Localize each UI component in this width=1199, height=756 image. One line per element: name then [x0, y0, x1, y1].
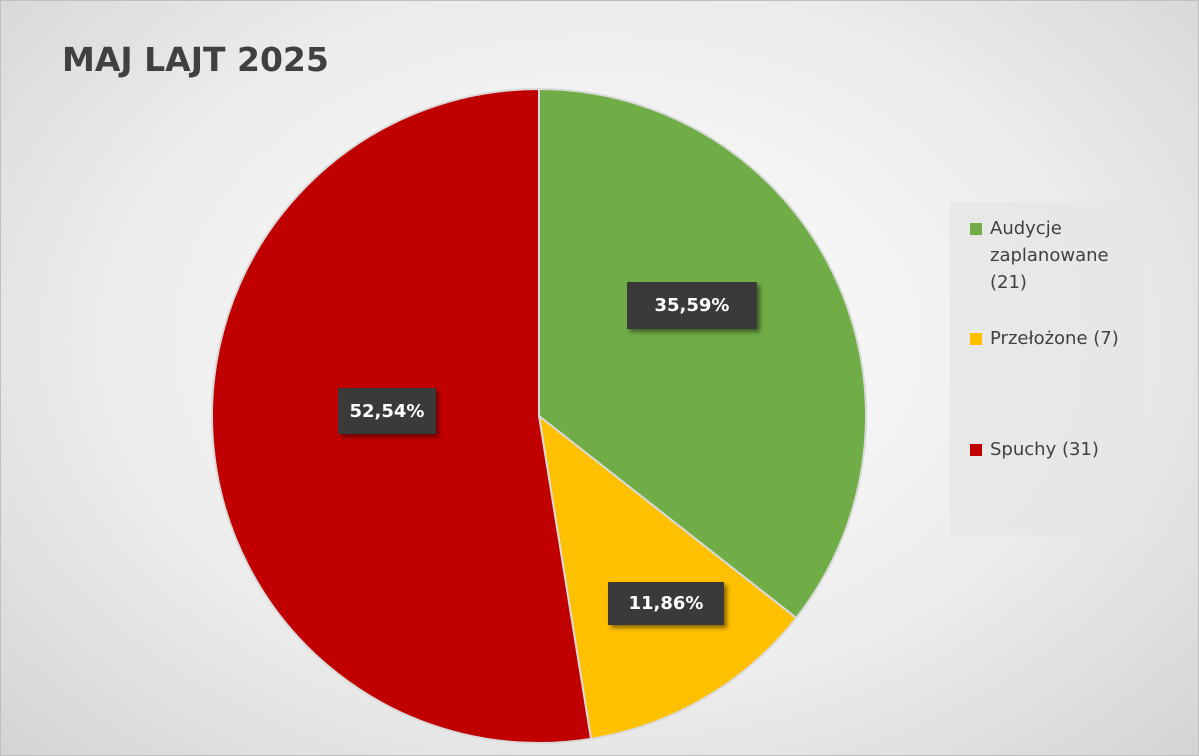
data-label-1: 11,86% — [608, 582, 724, 625]
legend-label-2: Spuchy (31) — [990, 439, 1099, 460]
data-label-2: 52,54% — [338, 388, 436, 434]
legend-label-line: (21) — [990, 272, 1027, 293]
legend-swatch-1 — [970, 333, 982, 345]
legend-swatch-2 — [970, 444, 982, 456]
legend-label-line: Audycje — [990, 218, 1062, 239]
data-label-0: 35,59% — [627, 282, 757, 329]
chart-title: MAJ LAJT 2025 — [62, 40, 329, 79]
legend-item-1: Przełożone (7) — [970, 325, 1119, 352]
pie-slice-0 — [538, 87, 867, 620]
legend-item-2: Spuchy (31) — [970, 436, 1099, 463]
legend-swatch-0 — [970, 223, 982, 235]
legend-label-line: zaplanowane — [990, 245, 1109, 266]
legend-label-0: Audycje zaplanowane (21) — [990, 215, 1109, 296]
pie-slice-1 — [537, 413, 798, 740]
legend: Audycje zaplanowane (21) Przełożone (7) Sp… — [950, 202, 1144, 535]
legend-item-0: Audycje zaplanowane (21) — [970, 215, 1109, 296]
legend-label-1: Przełożone (7) — [990, 328, 1119, 349]
